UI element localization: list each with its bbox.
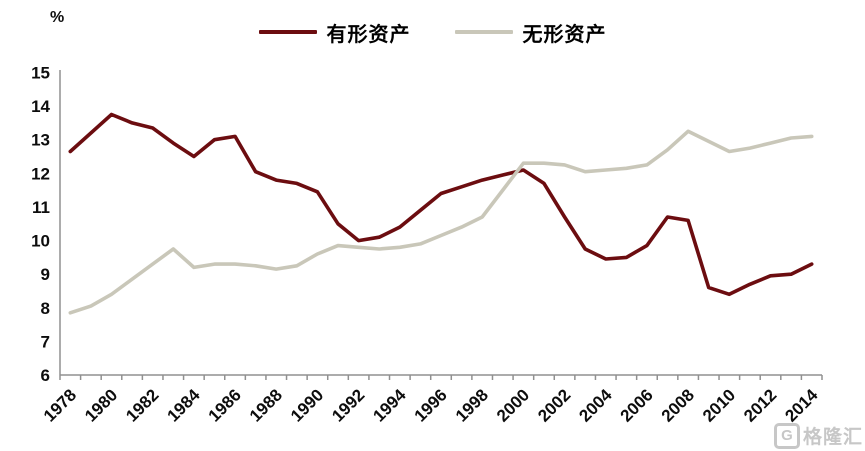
- tangible-assets-line: [68, 112, 814, 297]
- tangible-assets-legend-label: 有形资产: [326, 23, 411, 46]
- x-tick-label: 1994: [369, 385, 410, 426]
- x-tick-label: 1996: [411, 385, 451, 425]
- x-tick-label: 2010: [699, 385, 739, 425]
- tangible-assets-line-swatch: [258, 30, 317, 34]
- x-tick-label: 1978: [40, 385, 80, 425]
- x-tick-label: 1998: [452, 385, 492, 425]
- x-tick-label: 1980: [81, 385, 121, 425]
- x-tick-label: 2014: [781, 385, 822, 426]
- y-tick-label: 9: [41, 265, 50, 284]
- x-tick-label: 1992: [328, 385, 368, 425]
- x-tick-label: 1988: [246, 385, 286, 425]
- y-axis-unit-label: %: [50, 9, 65, 26]
- intangible-assets-line: [68, 129, 814, 315]
- x-tick-label: 2012: [740, 385, 780, 425]
- y-tick-label: 10: [31, 232, 50, 251]
- x-tick-label: 1986: [205, 385, 245, 425]
- x-tick-label: 2006: [617, 385, 657, 425]
- y-tick-label: 14: [31, 97, 50, 116]
- x-tick-label: 1990: [287, 385, 327, 425]
- y-tick-label: 6: [41, 366, 50, 385]
- legend-item-intangible-assets: 无形资产: [454, 18, 607, 47]
- x-tick-label: 2004: [575, 385, 616, 426]
- x-tick-label: 1982: [122, 385, 162, 425]
- x-tick-label: 1984: [164, 385, 205, 426]
- watermark-text: 格隆汇: [802, 427, 863, 448]
- x-tick-label: 2002: [534, 385, 574, 425]
- y-tick-label: 11: [32, 198, 50, 217]
- intangible-assets-legend-label: 无形资产: [522, 23, 607, 46]
- intangible-assets-line-swatch: [454, 30, 513, 34]
- y-tick-label: 15: [31, 64, 50, 83]
- y-tick-label: 8: [41, 299, 50, 318]
- x-tick-label: 2000: [493, 385, 533, 425]
- y-tick-label: 13: [31, 131, 50, 150]
- legend: 有形资产 无形资产: [0, 18, 865, 46]
- legend-item-tangible-assets: 有形资产: [258, 18, 411, 47]
- gelonghui-logo-icon: G: [773, 422, 800, 449]
- y-tick-label: 12: [31, 164, 50, 183]
- x-tick-label: 2008: [658, 385, 698, 425]
- y-tick-label: 7: [41, 332, 50, 351]
- watermark: G 格隆汇: [773, 422, 863, 449]
